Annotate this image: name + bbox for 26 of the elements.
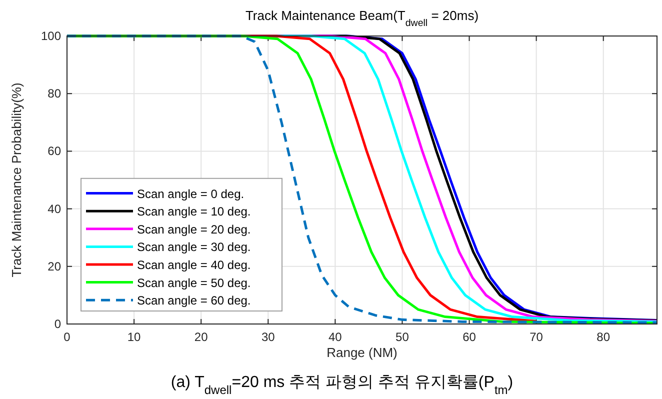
y-tick-label: 40 [48, 202, 62, 216]
x-tick-label: 80 [596, 330, 610, 344]
legend-label: Scan angle = 0 deg. [137, 186, 244, 201]
y-tick-label: 80 [48, 86, 62, 101]
chart-title: Track Maintenance Beam(T$_{dwell}$ = 20ms) [245, 8, 479, 28]
text: (a) T$_{dwell}$=20 ms 추적 파형의 추적 유지확률(P$_{tm}$) [170, 374, 514, 397]
x-tick-label: 40 [328, 330, 342, 344]
x-tick-label: 30 [261, 330, 276, 344]
y-tick-label: 100 [40, 29, 62, 43]
legend-label: Scan angle = 20 deg. [137, 222, 251, 236]
legend-label: Scan angle = 30 deg. [137, 240, 251, 254]
legend-label: Scan angle = 10 deg. [137, 204, 251, 219]
y-tick-label: 60 [48, 144, 62, 158]
y-tick-label: 0 [54, 317, 62, 331]
legend-label: Scan angle = 40 deg. [137, 258, 251, 272]
x-tick-label: 20 [194, 330, 208, 344]
y-axis-title: Track Maintenance Probability(%) [9, 82, 24, 278]
x-tick-label: 50 [396, 330, 410, 344]
legend-label: Scan angle = 60 deg. [137, 294, 251, 308]
legend-label: Scan angle = 50 deg. [137, 276, 251, 290]
y-tick-label: 20 [48, 259, 62, 274]
x-tick-label: 10 [127, 330, 142, 344]
x-axis-title: Range (NM) [326, 345, 398, 360]
x-tick-label: 60 [462, 330, 476, 344]
x-tick-label: 70 [530, 330, 544, 344]
x-tick-label: 0 [64, 330, 71, 344]
